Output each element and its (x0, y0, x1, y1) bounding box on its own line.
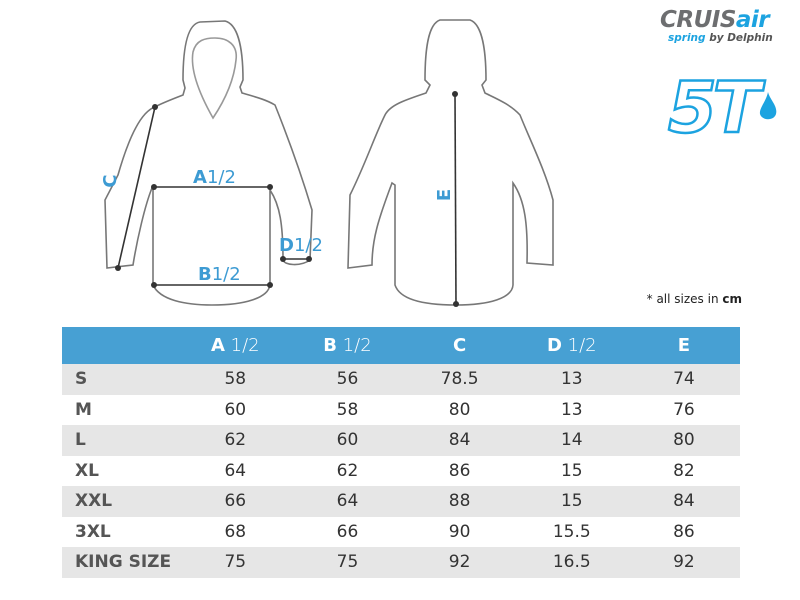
table-cell: 16.5 (552, 552, 591, 573)
table-row: S 58 56 78.5 13 74 (62, 364, 740, 395)
header-cell: B 1/2 (323, 335, 372, 356)
table-cell: 75 (224, 552, 247, 573)
size-label: L (75, 430, 86, 451)
measure-points (115, 91, 459, 307)
table-cell: 92 (673, 552, 695, 573)
table-header: A 1/2 B 1/2 C D 1/2 E (62, 327, 740, 364)
label-d: D1/2 (279, 235, 323, 256)
size-label: XL (75, 460, 99, 481)
size-label: 3XL (75, 521, 111, 542)
size-label: M (75, 399, 92, 420)
table-cell: 14 (560, 430, 583, 451)
table-cell: 60 (336, 430, 359, 451)
table-cell: 15 (560, 491, 583, 512)
label-b: B1/2 (198, 264, 241, 285)
model-logo: 5T (667, 67, 762, 150)
size-label: XXL (75, 491, 113, 512)
table-cell: 78.5 (440, 369, 479, 390)
table-cell: 64 (336, 491, 359, 512)
table-cell: 86 (673, 521, 695, 542)
header-cell: D 1/2 (546, 335, 597, 356)
table-row: XL 64 62 86 15 82 (62, 456, 740, 487)
table-cell: 62 (224, 430, 247, 451)
table-row: KING SIZE 75 75 92 16.5 92 (62, 547, 740, 578)
table-cell: 80 (448, 399, 471, 420)
table-cell: 62 (336, 460, 359, 481)
table-cell: 75 (336, 552, 359, 573)
table-cell: 82 (673, 460, 695, 481)
table-cell: 15 (560, 460, 583, 481)
brand-logo: CRUISair spring by Delphin (660, 8, 795, 44)
table-cell: 64 (224, 460, 247, 481)
measure-lines (117, 93, 457, 305)
table-cell: 58 (224, 369, 247, 390)
header-cell: C (453, 335, 467, 356)
table-cell: 68 (224, 521, 247, 542)
table-cell: 76 (673, 399, 695, 420)
label-c: C (100, 174, 121, 187)
measure-line-c (117, 106, 156, 269)
header-cell: A 1/2 (210, 335, 260, 356)
back-hoodie-outline (347, 19, 554, 306)
front-hoodie-outline (104, 20, 313, 306)
size-table: A 1/2 B 1/2 C D 1/2 E S 58 56 78.5 13 74 M 60 58… (62, 327, 740, 578)
hoodie-diagram: A1/2 B1/2 D1/2 C E (100, 19, 554, 307)
table-cell: 56 (336, 369, 359, 390)
header-cell: E (677, 335, 691, 356)
table-cell: 15.5 (552, 521, 591, 542)
label-a: A1/2 (193, 167, 236, 188)
water-drop-icon (759, 92, 777, 120)
table-row: M 60 58 80 13 76 (62, 395, 740, 426)
size-label: KING SIZE (75, 552, 172, 573)
label-e: E (434, 189, 455, 201)
table-row: 3XL 68 66 90 15.5 86 (62, 517, 740, 548)
table-cell: 88 (448, 491, 471, 512)
table-cell: 86 (448, 460, 471, 481)
table-row: L 62 60 84 14 80 (62, 425, 740, 456)
logo-brand: CRUISair (660, 7, 770, 33)
table-cell: 74 (673, 369, 695, 390)
table-cell: 80 (673, 430, 695, 451)
logo-subtitle: spring by Delphin (668, 32, 773, 44)
table-cell: 84 (448, 430, 471, 451)
table-cell: 66 (224, 491, 247, 512)
table-cell: 84 (673, 491, 695, 512)
table-cell: 13 (560, 369, 583, 390)
measure-line-e (454, 93, 457, 305)
table-cell: 66 (336, 521, 359, 542)
size-label: S (75, 369, 88, 390)
table-cell: 92 (448, 552, 471, 573)
table-cell: 90 (448, 521, 471, 542)
units-note: * all sizes in cm (646, 292, 742, 306)
table-cell: 58 (336, 399, 359, 420)
table-cell: 13 (560, 399, 583, 420)
table-cell: 60 (224, 399, 247, 420)
table-row: XXL 66 64 88 15 84 (62, 486, 740, 517)
